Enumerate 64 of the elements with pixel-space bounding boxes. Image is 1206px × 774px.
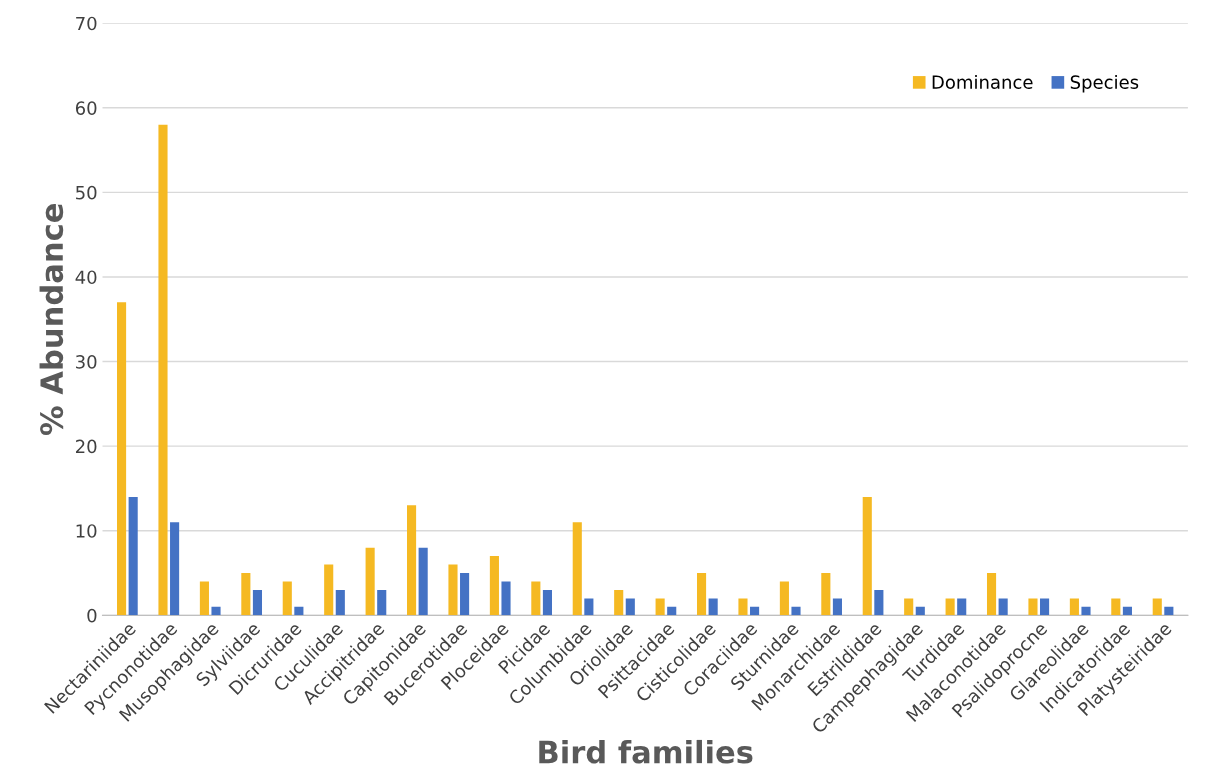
bar xyxy=(531,581,541,616)
bar xyxy=(862,496,872,616)
bar xyxy=(501,581,511,616)
bar xyxy=(779,581,789,616)
bar xyxy=(614,589,624,616)
bar xyxy=(584,598,594,616)
bar xyxy=(750,606,760,616)
bar xyxy=(832,598,842,616)
bar xyxy=(252,589,263,616)
bar xyxy=(998,598,1008,616)
bar xyxy=(170,522,180,616)
bar xyxy=(696,573,707,616)
bar xyxy=(1164,606,1174,616)
bar xyxy=(791,606,801,616)
bar xyxy=(1069,598,1079,616)
y-tick-label: 40 xyxy=(75,270,97,285)
bar xyxy=(294,606,304,616)
bar xyxy=(282,581,292,616)
bar xyxy=(117,302,127,616)
bar xyxy=(708,598,718,616)
bar xyxy=(199,581,209,616)
y-tick-label: 30 xyxy=(76,355,97,369)
bar xyxy=(821,573,831,616)
y-tick-label: 10 xyxy=(76,524,97,538)
y-tick-label: 70 xyxy=(76,16,97,31)
bar xyxy=(655,598,665,616)
bar xyxy=(1122,606,1132,616)
bar xyxy=(572,522,582,616)
bar xyxy=(489,556,499,616)
bar xyxy=(957,598,967,616)
y-axis-title: % Abundance xyxy=(39,204,64,435)
bar xyxy=(335,589,345,616)
bar xyxy=(1111,598,1121,616)
bar xyxy=(667,606,677,616)
bar xyxy=(625,598,635,616)
bar xyxy=(128,496,138,616)
bar xyxy=(915,606,925,616)
y-tick-label: 20 xyxy=(76,439,97,454)
bar xyxy=(904,598,914,616)
bar xyxy=(1152,598,1162,616)
bar xyxy=(1028,598,1038,616)
bar xyxy=(365,547,375,616)
bar xyxy=(377,589,387,616)
bar xyxy=(158,124,168,616)
x-axis-title: Bird families xyxy=(539,739,753,764)
bar xyxy=(241,573,251,616)
y-tick-label: 60 xyxy=(75,101,97,115)
legend-label: Species xyxy=(1070,75,1139,93)
bar xyxy=(418,547,428,616)
bar xyxy=(211,606,221,616)
y-tick-label: 0 xyxy=(87,608,97,623)
bar xyxy=(407,505,417,616)
bar xyxy=(986,573,997,616)
bar xyxy=(324,564,334,616)
bar xyxy=(738,598,748,616)
legend-label: Dominance xyxy=(932,75,1033,89)
bar xyxy=(874,589,884,616)
bar xyxy=(460,573,470,616)
bar xyxy=(1081,606,1091,616)
bar xyxy=(945,598,955,616)
y-tick-label: 50 xyxy=(76,185,97,200)
bar xyxy=(448,564,458,616)
bar xyxy=(542,589,552,616)
bar xyxy=(1040,598,1050,616)
